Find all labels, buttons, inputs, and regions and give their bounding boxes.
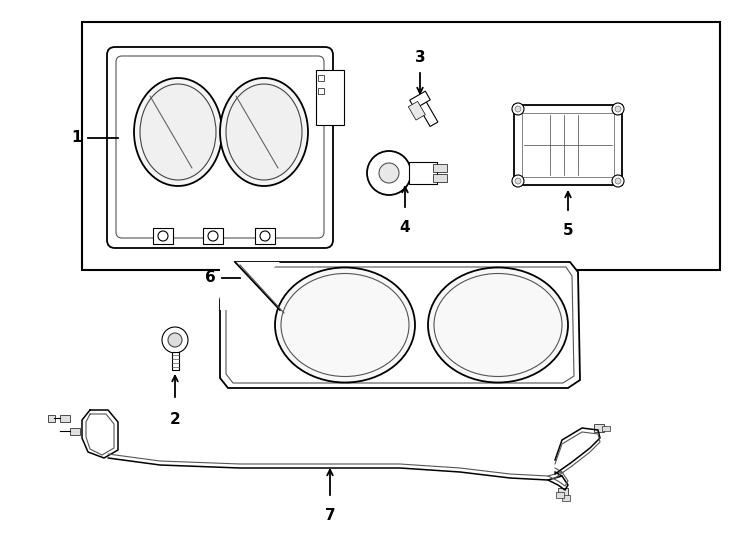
Circle shape <box>168 333 182 347</box>
Bar <box>410 91 430 109</box>
Circle shape <box>515 106 521 112</box>
Bar <box>153 228 173 244</box>
FancyBboxPatch shape <box>116 56 324 238</box>
Text: 2: 2 <box>170 412 181 427</box>
Bar <box>416 98 438 126</box>
Circle shape <box>208 231 218 241</box>
Text: 4: 4 <box>400 220 410 235</box>
FancyBboxPatch shape <box>107 47 333 248</box>
Ellipse shape <box>275 267 415 382</box>
Text: 3: 3 <box>415 50 425 65</box>
Ellipse shape <box>140 84 216 180</box>
Polygon shape <box>220 262 580 388</box>
Circle shape <box>615 106 621 112</box>
Bar <box>594 424 604 432</box>
Bar <box>562 495 570 501</box>
Circle shape <box>512 103 524 115</box>
Circle shape <box>615 178 621 184</box>
Bar <box>318 75 324 81</box>
Bar <box>255 228 275 244</box>
Bar <box>558 488 568 496</box>
Circle shape <box>512 175 524 187</box>
Text: 6: 6 <box>206 271 216 286</box>
Ellipse shape <box>220 78 308 186</box>
Bar <box>318 88 324 94</box>
Ellipse shape <box>434 273 562 376</box>
Bar <box>408 102 426 120</box>
Circle shape <box>367 151 411 195</box>
Bar <box>433 174 447 182</box>
Circle shape <box>379 163 399 183</box>
Circle shape <box>515 178 521 184</box>
Text: 1: 1 <box>71 131 82 145</box>
Polygon shape <box>220 262 280 310</box>
Bar <box>82 22 720 270</box>
Bar <box>556 492 564 498</box>
Ellipse shape <box>226 84 302 180</box>
Circle shape <box>158 231 168 241</box>
Circle shape <box>612 175 624 187</box>
Bar <box>172 352 178 370</box>
Bar <box>409 162 437 184</box>
Bar <box>522 113 614 177</box>
Bar <box>48 415 55 422</box>
Ellipse shape <box>281 273 409 376</box>
Bar <box>70 428 80 435</box>
Bar <box>316 70 344 125</box>
Ellipse shape <box>428 267 568 382</box>
Bar <box>60 415 70 422</box>
Circle shape <box>260 231 270 241</box>
Text: 7: 7 <box>324 508 335 523</box>
Bar <box>602 426 610 431</box>
Bar <box>203 228 223 244</box>
Text: 5: 5 <box>563 223 573 238</box>
Circle shape <box>162 327 188 353</box>
Bar <box>433 164 447 172</box>
Ellipse shape <box>134 78 222 186</box>
Circle shape <box>612 103 624 115</box>
Bar <box>514 105 622 185</box>
